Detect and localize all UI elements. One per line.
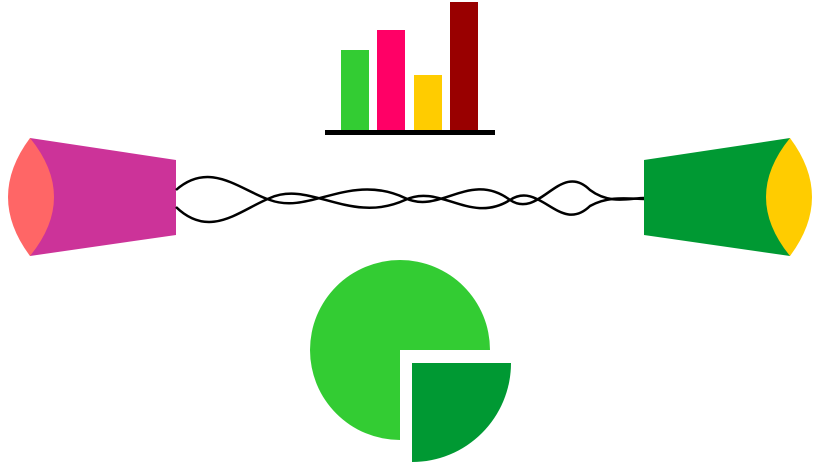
page bbox=[0, 0, 813, 472]
right-funnel bbox=[644, 138, 812, 256]
wire bbox=[176, 194, 644, 222]
wire bbox=[176, 177, 644, 204]
icon-bar bbox=[341, 50, 369, 132]
wires bbox=[176, 177, 644, 222]
pie-slice bbox=[412, 363, 511, 462]
pie-icon bbox=[310, 260, 511, 462]
icon-bar bbox=[450, 2, 478, 132]
left-funnel bbox=[8, 138, 176, 256]
illustration bbox=[0, 0, 813, 472]
bar-chart-icon bbox=[325, 2, 495, 135]
icon-bar bbox=[414, 75, 442, 132]
icon-bar bbox=[377, 30, 405, 132]
icon-baseline bbox=[325, 130, 495, 135]
